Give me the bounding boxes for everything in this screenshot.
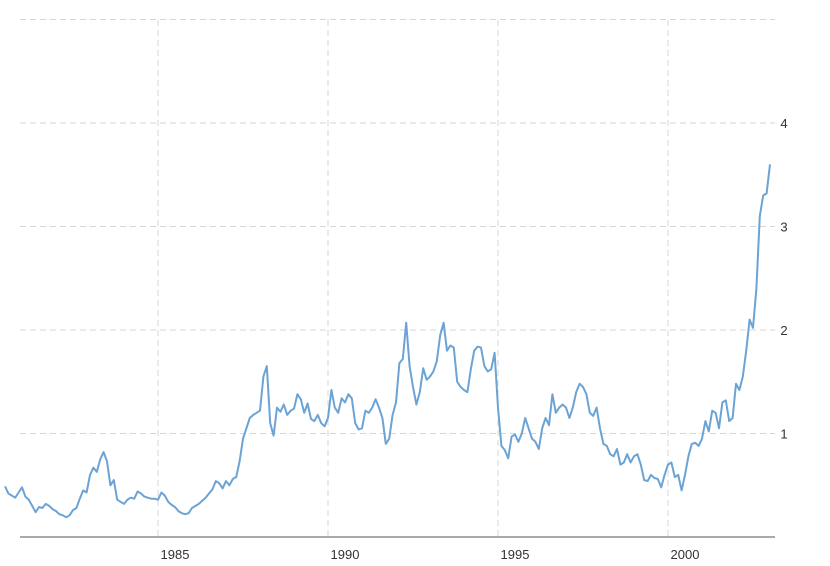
y-tick-label: 2 [780, 323, 787, 338]
y-tick-label: 3 [780, 220, 787, 235]
grid-lines [20, 19, 775, 537]
y-tick-label: 1 [780, 427, 787, 442]
x-tick-label: 1995 [501, 547, 530, 562]
x-tick-label: 1990 [331, 547, 360, 562]
x-tick-label: 2000 [671, 547, 700, 562]
x-tick-label: 1985 [161, 547, 190, 562]
y-tick-label: 4 [780, 116, 787, 131]
series-line-0 [4, 164, 771, 519]
series-layer [4, 164, 771, 519]
tick-labels: 1985 1990 1995 2000 1 2 3 4 [161, 116, 788, 562]
